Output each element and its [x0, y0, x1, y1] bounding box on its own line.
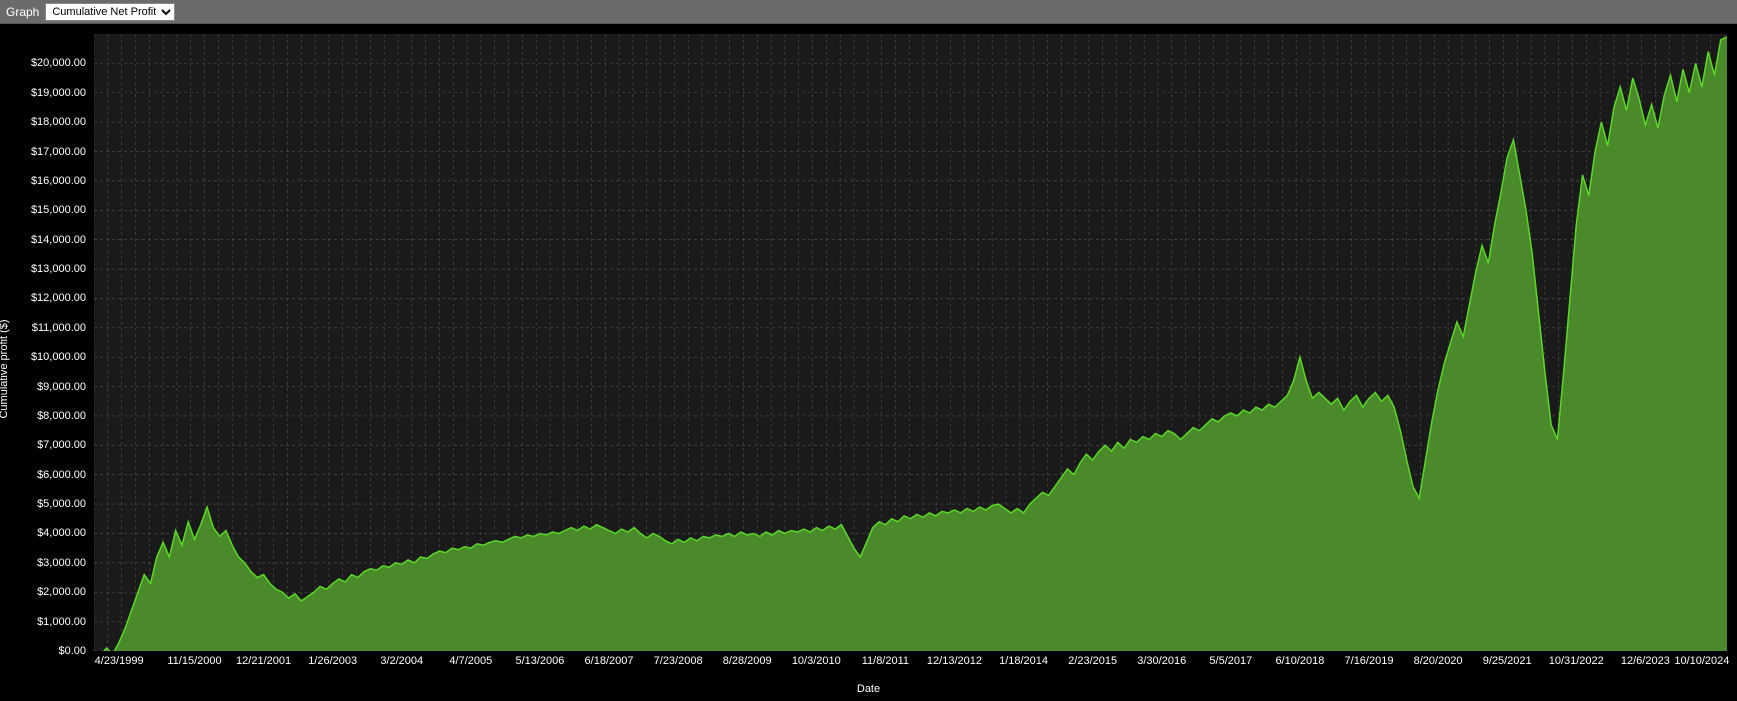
y-tick-label: $16,000.00 [31, 175, 86, 187]
x-axis-labels: 4/23/1999 11/15/2000 12/21/2001 1/26/2003 3/… [94, 655, 1727, 673]
x-tick-label: 12/21/2001 [236, 655, 291, 667]
x-tick-label: 6/10/2018 [1275, 655, 1324, 667]
y-tick-label: $5,000.00 [37, 498, 86, 510]
y-tick-label: $2,000.00 [37, 586, 86, 598]
x-tick-label: 12/13/2012 [927, 655, 982, 667]
x-tick-label: 7/23/2008 [654, 655, 703, 667]
toolbar: Graph Cumulative Net Profit [0, 0, 1737, 24]
y-tick-label: $18,000.00 [31, 116, 86, 128]
x-tick-label: 8/28/2009 [723, 655, 772, 667]
y-tick-label: $0.00 [58, 645, 86, 657]
y-tick-label: $14,000.00 [31, 234, 86, 246]
x-tick-label: 12/6/2023 [1621, 655, 1670, 667]
x-tick-label: 11/15/2000 [167, 655, 221, 667]
y-tick-label: $15,000.00 [31, 204, 86, 216]
x-tick-label: 1/18/2014 [999, 655, 1048, 667]
x-tick-label: 10/31/2022 [1549, 655, 1604, 667]
x-tick-label: 3/30/2016 [1137, 655, 1186, 667]
plot-area[interactable] [94, 34, 1727, 651]
x-tick-label: 6/18/2007 [585, 655, 634, 667]
y-tick-label: $10,000.00 [31, 351, 86, 363]
x-tick-label: 11/8/2011 [862, 655, 909, 667]
x-tick-label: 8/20/2020 [1414, 655, 1463, 667]
y-tick-label: $3,000.00 [37, 557, 86, 569]
y-tick-label: $13,000.00 [31, 263, 86, 275]
x-tick-label: 9/25/2021 [1483, 655, 1532, 667]
y-tick-label: $1,000.00 [37, 616, 86, 628]
y-tick-label: $9,000.00 [37, 381, 86, 393]
x-tick-label: 4/23/1999 [95, 655, 144, 667]
y-axis-title: Cumulative profit ($) [0, 319, 10, 418]
y-tick-label: $6,000.00 [37, 469, 86, 481]
y-tick-label: $12,000.00 [31, 292, 86, 304]
chart-svg [94, 34, 1727, 651]
x-tick-label: 3/2/2004 [380, 655, 423, 667]
chart-container: Cumulative profit ($) $0.00 $1,000.00 $2,0… [0, 24, 1737, 701]
x-tick-label: 5/13/2006 [515, 655, 564, 667]
x-tick-label: 7/16/2019 [1345, 655, 1394, 667]
x-tick-label: 2/23/2015 [1068, 655, 1117, 667]
graph-type-dropdown[interactable]: Cumulative Net Profit [45, 3, 175, 21]
y-tick-label: $4,000.00 [37, 527, 86, 539]
y-axis-labels: $0.00 $1,000.00 $2,000.00 $3,000.00 $4,000.0… [20, 24, 90, 701]
y-tick-label: $20,000.00 [31, 57, 86, 69]
x-tick-label: 1/26/2003 [308, 655, 357, 667]
x-tick-label: 5/5/2017 [1209, 655, 1252, 667]
x-tick-label: 4/7/2005 [449, 655, 492, 667]
y-tick-label: $8,000.00 [37, 410, 86, 422]
y-tick-label: $11,000.00 [32, 322, 86, 334]
y-tick-label: $19,000.00 [31, 87, 86, 99]
x-tick-label: 10/3/2010 [792, 655, 841, 667]
y-tick-label: $7,000.00 [37, 439, 86, 451]
x-axis-title: Date [857, 683, 880, 695]
graph-label: Graph [6, 5, 39, 19]
y-tick-label: $17,000.00 [31, 146, 86, 158]
x-tick-label: 10/10/2024 [1674, 655, 1729, 667]
